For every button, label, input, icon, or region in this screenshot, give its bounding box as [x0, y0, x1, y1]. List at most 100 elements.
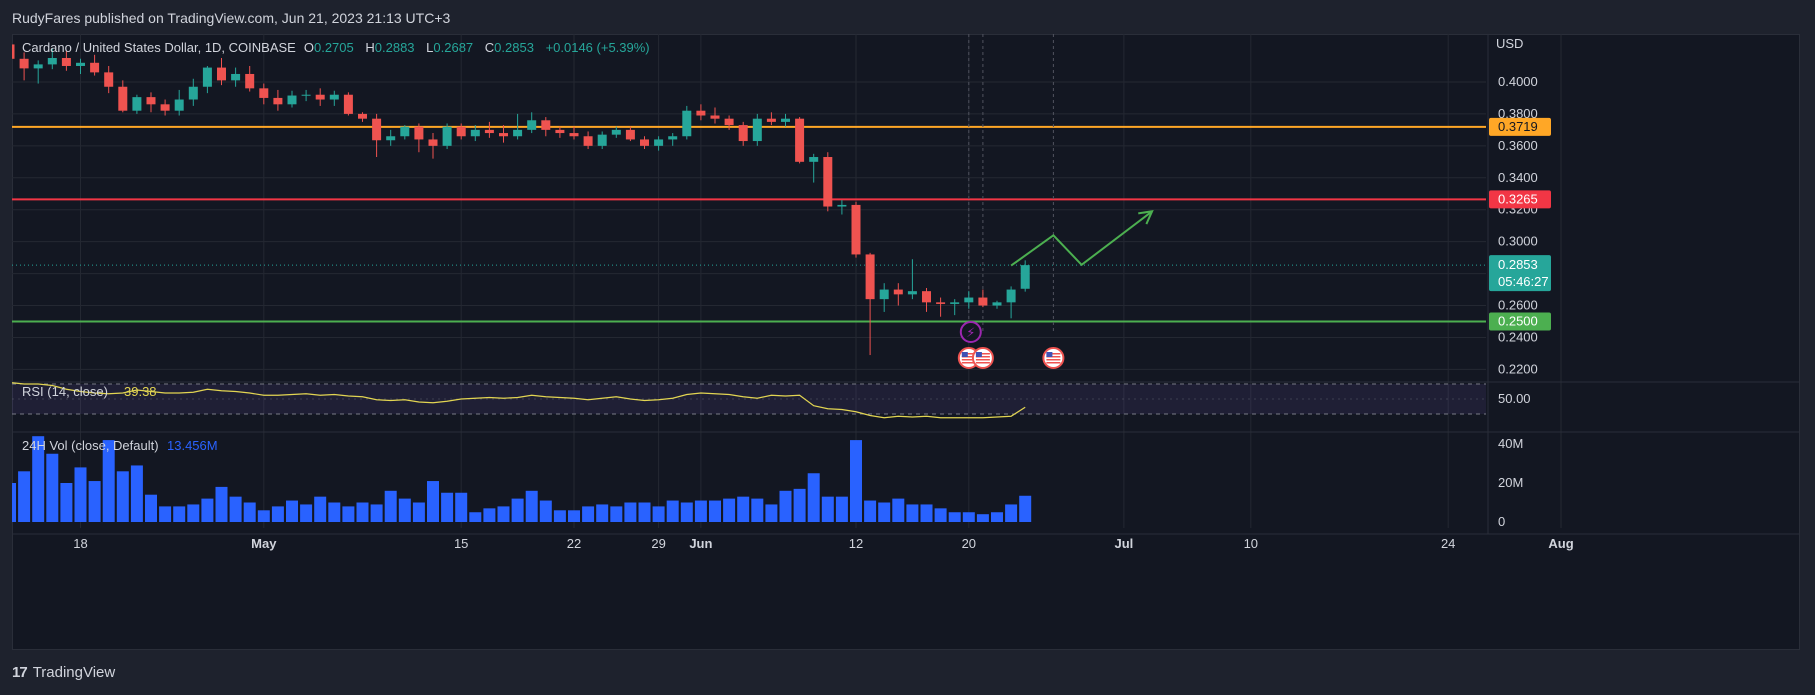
flag-stripe [975, 356, 990, 358]
last-price-tag [1489, 255, 1551, 292]
volume-bar [807, 473, 820, 522]
candle-body [583, 136, 593, 146]
candle-body [160, 104, 170, 111]
volume-bar [229, 496, 242, 522]
candle-body [217, 67, 226, 81]
level-tag-label: 0.3719 [1498, 119, 1538, 134]
volume-value: 13.456M [167, 438, 218, 453]
candle-body [358, 113, 367, 119]
candle-body [724, 118, 734, 126]
volume-bar [18, 471, 31, 522]
time-tick-label: 20 [962, 536, 976, 551]
flag-ring [971, 347, 994, 369]
candle-body [837, 204, 847, 207]
volume-bar [666, 500, 679, 522]
volume-bar [455, 492, 468, 522]
volume-bar [46, 453, 59, 522]
volume-bar [201, 498, 214, 522]
volume-bar [652, 506, 665, 522]
volume-bar [948, 512, 961, 522]
candle-body [950, 302, 960, 304]
level-tag [1489, 117, 1551, 136]
volume-bar [300, 504, 313, 522]
time-tick-label: Jul [1115, 536, 1134, 551]
candlesticks [12, 44, 1030, 356]
candle-body [456, 126, 466, 137]
candle-body [287, 95, 297, 105]
volume-bar [398, 498, 411, 522]
candle-body [625, 129, 635, 140]
symbol-title: Cardano / United States Dollar, 1D, COIN… [22, 40, 296, 55]
rsi-tick-label: 50.00 [1498, 391, 1531, 406]
candle-body [823, 157, 833, 207]
candle-body [1006, 289, 1016, 303]
volume-bar [12, 483, 16, 522]
candle-body [668, 136, 678, 140]
volume-bar [976, 514, 989, 522]
volume-bar [271, 506, 284, 522]
volume-bar [835, 496, 848, 522]
volume-bar [680, 502, 693, 522]
volume-bars [12, 436, 1032, 522]
rsi-value: 39.38 [124, 384, 157, 399]
us-flag-event-icon [971, 347, 994, 369]
volume-bar [427, 481, 439, 522]
price-tick-label: 0.2200 [1498, 361, 1538, 376]
candle-body [76, 62, 85, 66]
projection-arrow [1010, 210, 1154, 267]
flag-stripe [961, 362, 976, 364]
volume-tick-label: 40M [1498, 436, 1523, 451]
flag-canton [975, 352, 982, 357]
candle-body [1020, 265, 1030, 289]
rsi-label: RSI (14, close) [22, 384, 108, 399]
rsi-line [12, 382, 1026, 419]
time-tick-label: 22 [567, 536, 581, 551]
volume-bar [145, 494, 157, 522]
brand-name: TradingView [32, 664, 116, 681]
price-tick-label: 0.3000 [1498, 234, 1538, 249]
time-axis[interactable]: 18 May 15 22 29 Jun 12 20 Jul 10 24 Aug [73, 536, 1573, 551]
volume-bar [709, 500, 721, 522]
legends: Cardano / United States Dollar, 1D, COIN… [22, 36, 1523, 453]
candle-body [893, 289, 903, 295]
price-tick-label: 0.3800 [1498, 106, 1538, 121]
candle-body [696, 110, 706, 116]
tradingview-logo-icon: 17 [12, 664, 28, 681]
candle-body [202, 67, 212, 87]
candle-body [372, 118, 382, 141]
candle-body [329, 94, 339, 100]
volume-bar [779, 490, 792, 522]
candle-body [188, 86, 198, 100]
candle-body [682, 110, 692, 137]
candle-body [781, 118, 790, 122]
candle-body [33, 64, 43, 69]
volume-bar [850, 440, 862, 522]
volume-bar [539, 500, 552, 522]
ohlc-c: 0.2853 [494, 40, 534, 55]
candle-body [414, 126, 424, 140]
candle-body [611, 129, 621, 135]
grid [12, 34, 1800, 535]
lightning-glyph: ⚡ [966, 325, 975, 340]
volume-bar [384, 490, 397, 522]
chart-svg[interactable]: ⚡ 0.22000.24000.26000.28000.30000.32000.… [12, 34, 1800, 650]
publisher-line: RudyFares published on TradingView.com, … [12, 10, 451, 26]
rsi-pane [12, 382, 1486, 419]
price-axis[interactable]: 0.22000.24000.26000.28000.30000.32000.34… [1489, 74, 1551, 529]
time-tick-label: 12 [849, 536, 863, 551]
candle-body [484, 129, 494, 134]
volume-bar [342, 506, 355, 522]
candle-body [865, 254, 875, 300]
candle-body [61, 58, 71, 66]
volume-bar [793, 488, 806, 522]
time-tick-label: 29 [651, 536, 665, 551]
footer-brand[interactable]: 17 TradingView [12, 664, 115, 681]
candle-body [879, 289, 889, 300]
ohlc-o-label: O [304, 40, 314, 55]
volume-bar [370, 504, 383, 522]
candle-body [752, 118, 762, 142]
candle-body [90, 62, 100, 73]
candle-body [245, 73, 255, 89]
ohlc-change: +0.0146 (+5.39%) [546, 40, 650, 55]
volume-bar [553, 510, 566, 522]
